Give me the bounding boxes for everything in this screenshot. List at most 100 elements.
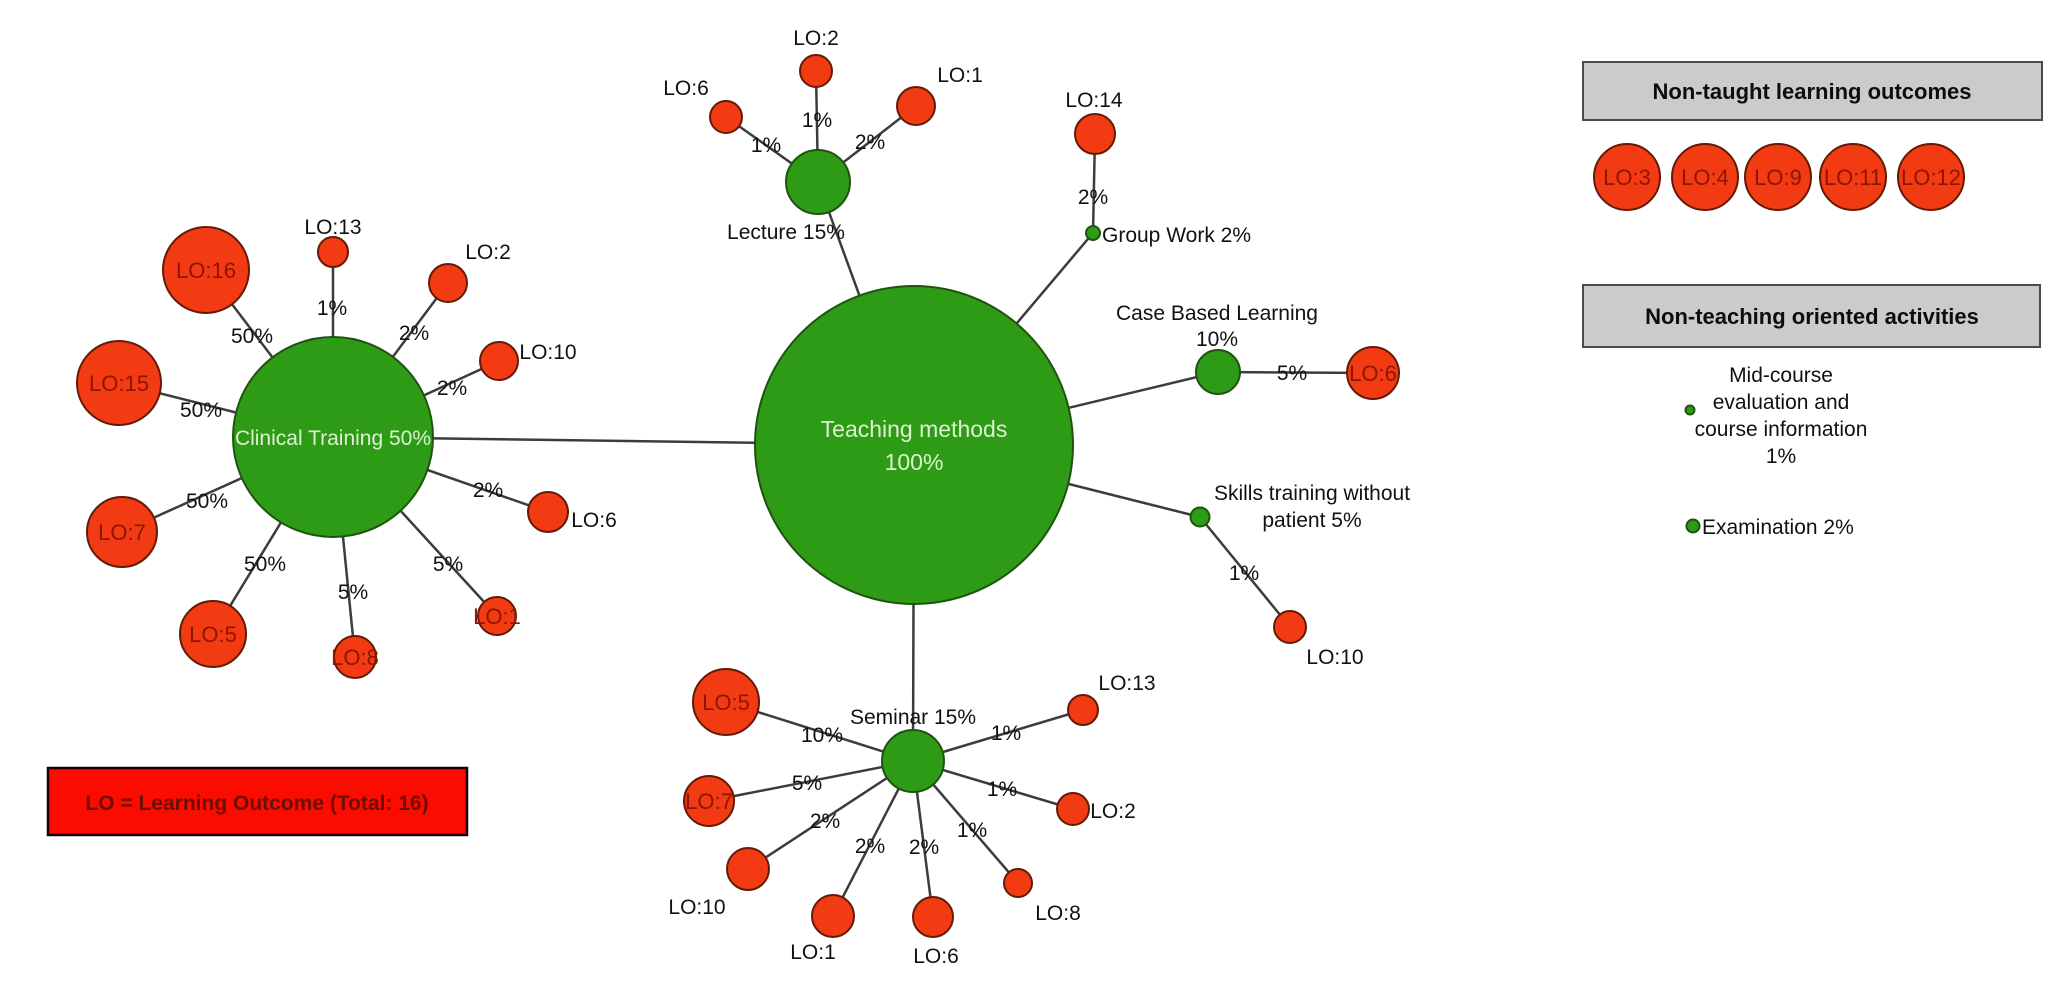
clinical-lo1-pct: 5%: [433, 553, 463, 576]
legend-box: [46, 766, 469, 837]
lecture-lo6-label: LO:6: [663, 77, 709, 100]
teaching-methods-label-line1: Teaching methods: [821, 416, 1008, 442]
mid-course-label-line4: 1%: [1766, 445, 1796, 468]
seminar-label: Seminar 15%: [850, 706, 976, 729]
clinical-lo5-node: [179, 600, 247, 668]
group-work-lo14-label: LO:14: [1065, 89, 1123, 112]
edge-skills-lo10: [1199, 516, 1291, 628]
non-taught-lo12-label: LO:12: [1901, 165, 1961, 190]
node-group-work: [1085, 225, 1101, 241]
case-based-lo6-label: LO:6: [1349, 361, 1397, 386]
case-based-lo6-node: [1346, 346, 1400, 400]
clinical-lo1-label: LO:1: [473, 604, 521, 629]
lecture-label: Lecture 15%: [727, 221, 845, 244]
case-based-label-line2: 10%: [1196, 328, 1238, 351]
non-taught-lo4-node: [1671, 143, 1739, 211]
case-based-label-line1: Case Based Learning: [1116, 302, 1318, 325]
non-taught-lo12-node: [1897, 143, 1965, 211]
legend-label: LO = Learning Outcome (Total: 16): [85, 792, 428, 815]
clinical-lo16-pct: 50%: [231, 325, 273, 348]
node-skills-training: [1189, 506, 1211, 528]
skills-lo10-pct: 1%: [1229, 562, 1259, 585]
clinical-lo2-pct: 2%: [399, 322, 429, 345]
seminar-lo5-pct: 10%: [801, 724, 843, 747]
seminar-lo8-node: [1003, 868, 1033, 898]
non-taught-lo4-label: LO:4: [1681, 165, 1729, 190]
clinical-lo2-label: LO:2: [465, 241, 511, 264]
seminar-lo1-pct: 2%: [855, 835, 885, 858]
group-work-lo14-pct: 2%: [1078, 186, 1108, 209]
non-taught-header-title: Non-taught learning outcomes: [1653, 79, 1972, 104]
lecture-lo1-pct: 2%: [855, 131, 885, 154]
seminar-lo2-label: LO:2: [1090, 800, 1136, 823]
node-case-based-learning: [1195, 349, 1241, 395]
seminar-lo8-label: LO:8: [1035, 902, 1081, 925]
clinical-lo8-node: [333, 635, 377, 679]
skills-lo10-label: LO:10: [1306, 646, 1363, 669]
non-taught-lo9-label: LO:9: [1754, 165, 1802, 190]
seminar-lo1-label: LO:1: [790, 941, 836, 964]
node-teaching-methods: [754, 285, 1074, 605]
non-taught-lo9-node: [1744, 143, 1812, 211]
seminar-lo5-node: [692, 668, 760, 736]
mid-course-label-line2: evaluation and: [1713, 391, 1850, 414]
non-taught-header-box: [1582, 61, 2043, 121]
case-based-lo6-pct: 5%: [1277, 362, 1307, 385]
clinical-lo13-node: [317, 236, 349, 268]
clinical-lo10-label: LO:10: [519, 341, 576, 364]
clinical-lo7-pct: 50%: [186, 490, 228, 513]
skills-lo10-node: [1273, 610, 1307, 644]
seminar-lo6-label: LO:6: [913, 945, 959, 968]
clinical-lo13-pct: 1%: [317, 297, 347, 320]
non-teaching-header-box: [1582, 284, 2041, 348]
seminar-lo13-node: [1067, 694, 1099, 726]
clinical-lo6-pct: 2%: [473, 479, 503, 502]
clinical-lo6-label: LO:6: [571, 509, 617, 532]
lecture-lo1-label: LO:1: [937, 64, 983, 87]
mid-course-node: [1684, 404, 1696, 416]
clinical-lo15-label: LO:15: [89, 371, 149, 396]
lecture-lo2-node: [799, 54, 833, 88]
lecture-lo6-pct: 1%: [751, 134, 781, 157]
clinical-lo2-node: [428, 263, 468, 303]
seminar-lo13-pct: 1%: [991, 722, 1021, 745]
non-taught-lo3-label: LO:3: [1603, 165, 1651, 190]
seminar-lo13-label: LO:13: [1098, 672, 1155, 695]
mid-course-label-line1: Mid-course: [1729, 364, 1833, 387]
clinical-lo1-node: [477, 596, 517, 636]
node-lecture: [785, 149, 851, 215]
seminar-lo8-pct: 1%: [957, 819, 987, 842]
seminar-lo6-node: [912, 896, 954, 938]
lecture-lo6-node: [709, 100, 743, 134]
teaching-methods-label-line2: 100%: [885, 449, 944, 475]
clinical-lo13-label: LO:13: [304, 216, 361, 239]
seminar-lo2-pct: 1%: [987, 778, 1017, 801]
examination-label: Examination 2%: [1702, 516, 1854, 539]
examination-node: [1685, 518, 1701, 534]
clinical-lo10-pct: 2%: [437, 377, 467, 400]
seminar-lo7-label: LO:7: [685, 789, 733, 814]
skills-edges: [1199, 516, 1291, 628]
skills-label-line2: patient 5%: [1262, 509, 1361, 532]
skills-label-line1: Skills training without: [1214, 482, 1410, 505]
non-taught-lo11-node: [1819, 143, 1887, 211]
node-clinical-training: [232, 336, 434, 538]
seminar-lo7-node: [683, 775, 735, 827]
clinical-lo8-label: LO:8: [331, 645, 379, 670]
seminar-lo5-label: LO:5: [702, 690, 750, 715]
clinical-lo16-label: LO:16: [176, 258, 236, 283]
group-work-label: Group Work 2%: [1102, 224, 1251, 247]
edge-seminar-lo7: [708, 759, 914, 803]
clinical-lo7-node: [86, 496, 158, 568]
clinical-lo5-pct: 50%: [244, 553, 286, 576]
seminar-lo10-label: LO:10: [668, 896, 725, 919]
clinical-lo10-node: [479, 341, 519, 381]
group-work-lo14-node: [1074, 113, 1116, 155]
clinical-training-label: Clinical Training 50%: [235, 427, 431, 450]
seminar-lo2-node: [1056, 792, 1090, 826]
non-taught-lo3-node: [1593, 143, 1661, 211]
clinical-lo7-label: LO:7: [98, 520, 146, 545]
edge-seminar-lo10: [747, 759, 914, 871]
